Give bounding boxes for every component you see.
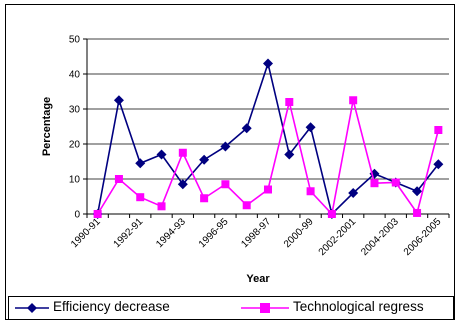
data-point — [200, 194, 209, 203]
y-tick-label: 0 — [74, 210, 80, 221]
x-tick-label: 2000-99 — [282, 216, 316, 250]
data-point — [412, 186, 423, 197]
y-tick-label: 30 — [69, 105, 81, 116]
data-point — [177, 179, 188, 190]
series-line-1 — [96, 100, 440, 216]
data-point — [349, 96, 358, 105]
legend-item-technological-regress: Technological regress — [241, 299, 451, 317]
legend-label-efficiency-decrease: Efficiency decrease — [53, 299, 170, 314]
x-tick-label: 1996-95 — [197, 216, 231, 250]
y-tick-label: 10 — [69, 175, 81, 186]
x-tick-labels: 1990-91 1992-91 1994-93 1996-95 1998-97 2000-… — [69, 216, 444, 258]
data-point — [136, 193, 145, 202]
square-marker-icon — [241, 303, 289, 313]
data-point — [285, 98, 294, 106]
data-point — [241, 123, 252, 134]
y-tick-label: 20 — [69, 140, 81, 151]
x-tick-label: 1998-97 — [239, 216, 273, 250]
x-tick-label: 1992-91 — [112, 216, 146, 250]
data-point — [93, 210, 102, 218]
x-tick-label: 2004-2003 — [359, 216, 401, 258]
data-point — [284, 149, 295, 160]
data-point — [327, 210, 336, 218]
data-point — [156, 149, 167, 160]
y-tick-label: 40 — [69, 70, 81, 81]
legend-item-efficiency-decrease: Efficiency decrease — [15, 299, 215, 317]
y-tick-labels: 0 10 20 30 40 50 — [69, 35, 81, 221]
data-point — [433, 159, 444, 170]
data-point — [157, 202, 166, 211]
data-point — [306, 187, 315, 196]
data-point — [305, 122, 316, 133]
legend-label-technological-regress: Technological regress — [293, 299, 424, 314]
chart-frame: 0 10 20 30 40 50 1990-91 1992-91 1994-93 1996-95… — [5, 4, 455, 320]
data-point — [348, 188, 359, 198]
x-tick-label: 1994-93 — [154, 216, 188, 250]
diamond-marker-icon — [15, 303, 49, 313]
data-point — [370, 179, 379, 188]
y-tick-label: 50 — [69, 35, 81, 46]
x-tick-label: 1990-91 — [69, 216, 103, 250]
data-point — [263, 58, 273, 69]
data-point — [242, 201, 251, 210]
data-point — [221, 180, 230, 189]
axes — [83, 38, 450, 218]
data-point — [113, 95, 124, 106]
data-point — [114, 175, 123, 183]
data-point — [264, 185, 272, 194]
data-point — [199, 154, 210, 165]
legend: Efficiency decrease Technological regres… — [8, 296, 454, 320]
data-point — [178, 148, 187, 157]
x-axis-title: Year — [246, 273, 270, 285]
data-point — [135, 158, 146, 169]
y-axis-title: Percentage — [41, 97, 53, 156]
data-point — [220, 141, 231, 152]
data-point — [391, 178, 400, 187]
line-chart: 0 10 20 30 40 50 1990-91 1992-91 1994-93 1996-95… — [41, 35, 450, 285]
data-series — [92, 58, 444, 219]
x-tick-label: 2002-2001 — [317, 216, 359, 258]
data-point — [413, 208, 422, 217]
x-tick-label: 2006-2005 — [402, 216, 444, 258]
data-point — [434, 126, 443, 134]
